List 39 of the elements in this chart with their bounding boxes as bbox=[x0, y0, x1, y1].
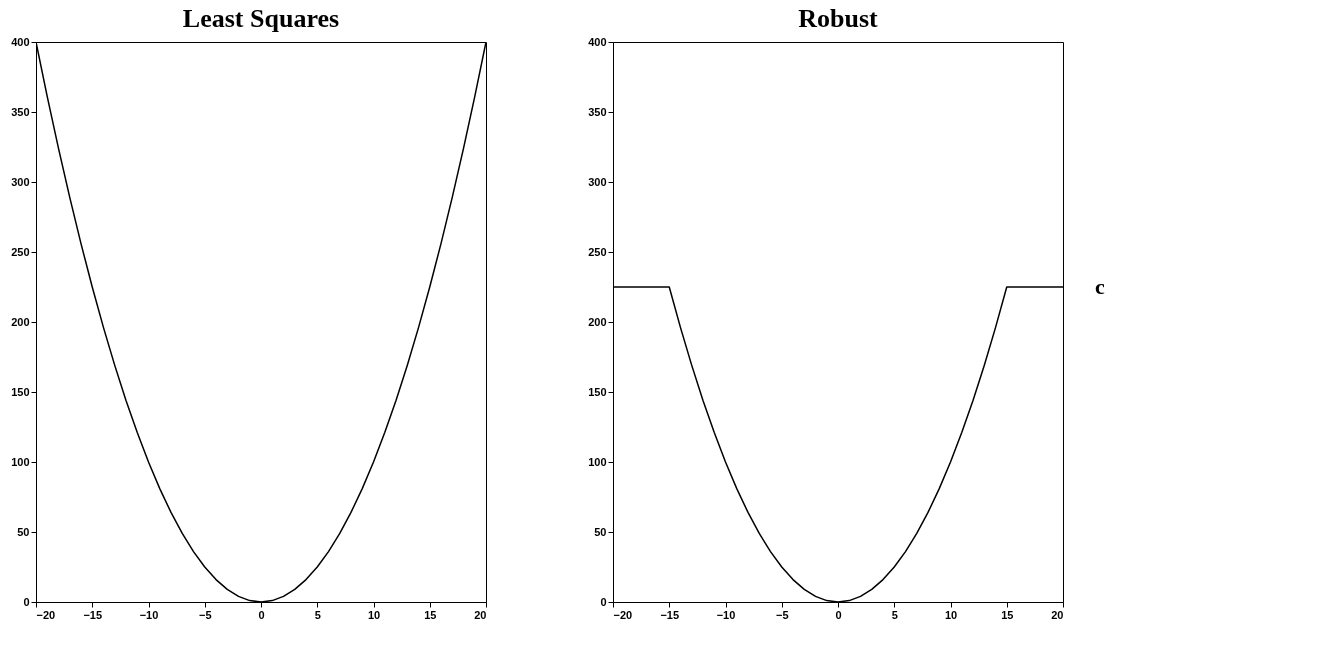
x-tick-label: −15 bbox=[83, 608, 103, 621]
y-tick-label: 0 bbox=[23, 595, 30, 608]
y-tick-label: 350 bbox=[588, 105, 607, 118]
y-tick-label: 50 bbox=[594, 525, 607, 538]
x-tick-label: −10 bbox=[716, 608, 736, 621]
y-tick-label: 150 bbox=[588, 385, 607, 398]
x-tick-label: −10 bbox=[139, 608, 159, 621]
y-tick-label: 150 bbox=[11, 385, 30, 398]
x-tick-label: −15 bbox=[660, 608, 680, 621]
y-tick-label: 100 bbox=[11, 455, 30, 468]
y-tick-label: 250 bbox=[588, 245, 607, 258]
x-tick-label: 0 bbox=[835, 608, 842, 621]
x-tick-label: −20 bbox=[36, 608, 56, 621]
x-tick-label: 15 bbox=[424, 608, 437, 621]
x-tick-label: 0 bbox=[258, 608, 265, 621]
y-tick-label: 400 bbox=[11, 35, 30, 48]
y-tick-label: 200 bbox=[11, 315, 30, 328]
annotation: c bbox=[1095, 274, 1105, 299]
x-tick-label: −5 bbox=[775, 608, 789, 621]
y-tick-label: 0 bbox=[600, 595, 607, 608]
y-tick-label: 200 bbox=[588, 315, 607, 328]
x-tick-label: 10 bbox=[367, 608, 381, 621]
y-tick-label: 250 bbox=[11, 245, 30, 258]
x-tick-label: 15 bbox=[1001, 608, 1014, 621]
x-tick-label: 5 bbox=[891, 608, 898, 621]
chart-title: Least Squares bbox=[182, 4, 340, 33]
x-tick-label: 10 bbox=[944, 608, 958, 621]
x-tick-label: 5 bbox=[314, 608, 321, 621]
x-tick-label: 20 bbox=[474, 608, 487, 621]
y-tick-label: 50 bbox=[17, 525, 30, 538]
y-tick-label: 350 bbox=[11, 105, 30, 118]
x-tick-label: 20 bbox=[1051, 608, 1064, 621]
x-tick-label: −20 bbox=[613, 608, 633, 621]
y-tick-label: 400 bbox=[588, 35, 607, 48]
chart-title: Robust bbox=[798, 4, 879, 33]
y-tick-label: 100 bbox=[588, 455, 607, 468]
y-tick-label: 300 bbox=[588, 175, 607, 188]
y-tick-label: 300 bbox=[11, 175, 30, 188]
x-tick-label: −5 bbox=[198, 608, 212, 621]
